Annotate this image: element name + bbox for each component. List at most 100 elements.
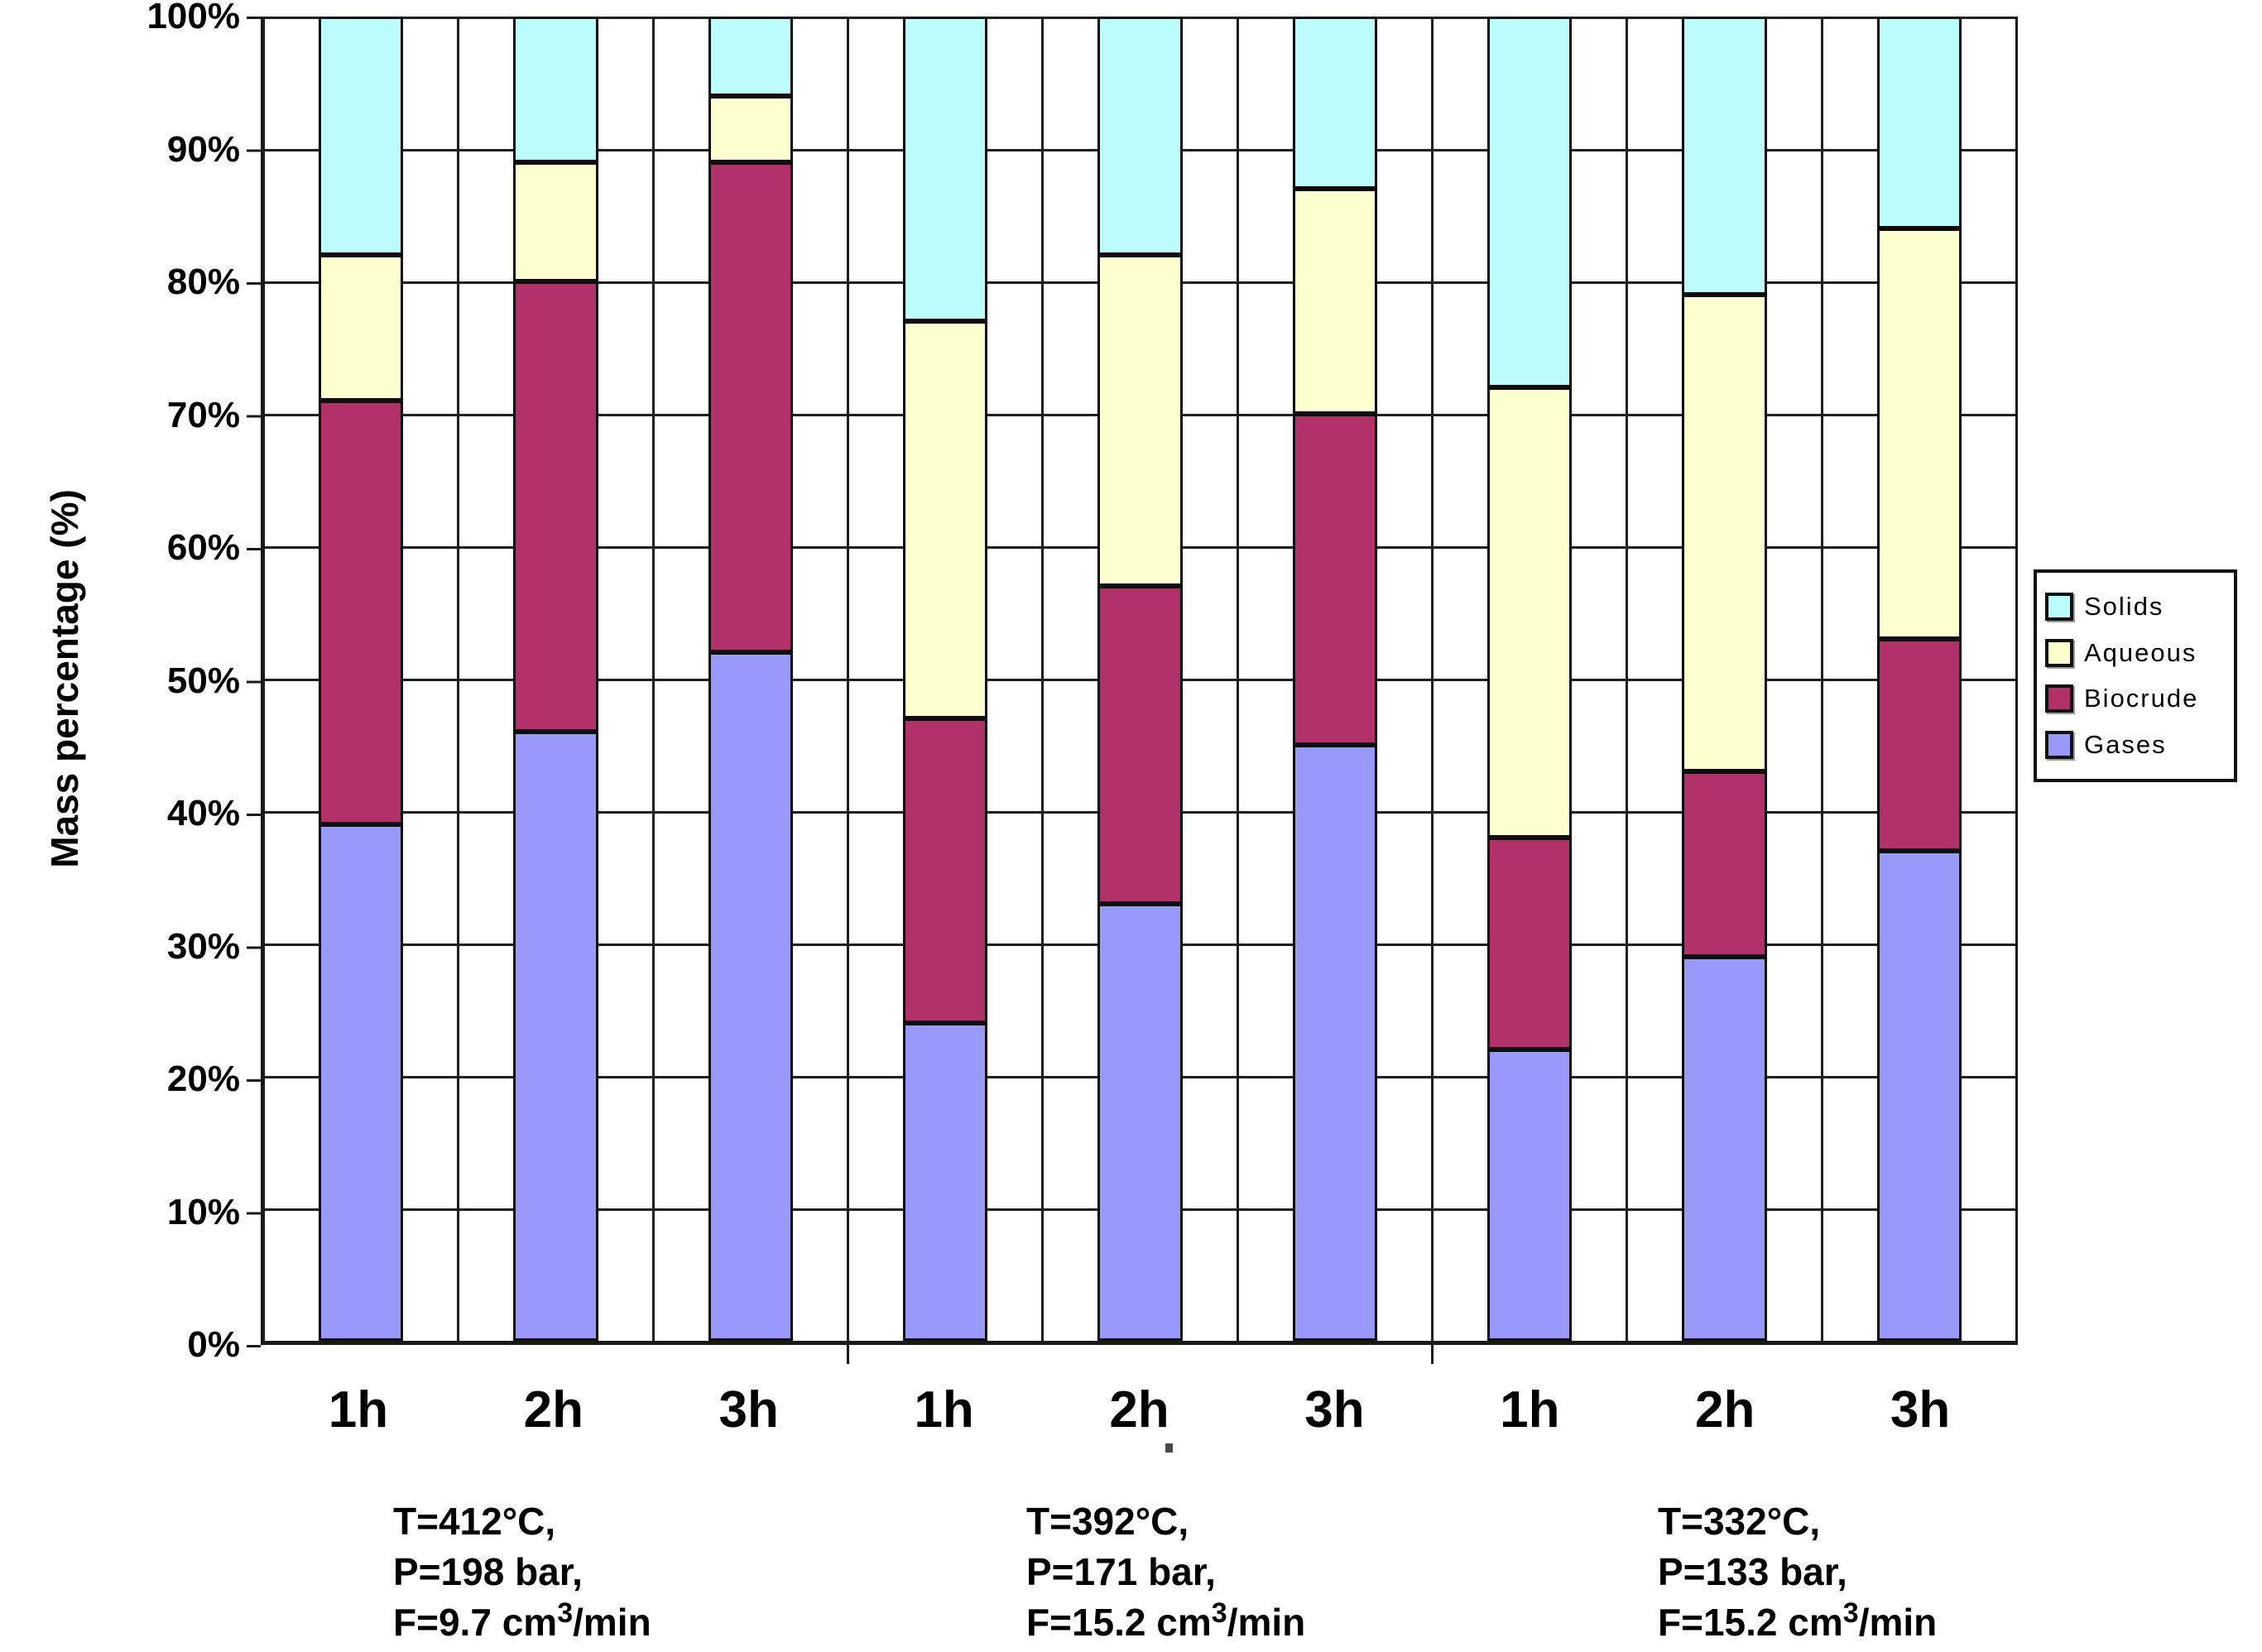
bar-segment-gases <box>1097 904 1183 1341</box>
legend-label: Gases <box>2084 729 2167 759</box>
bar-segment-aqueous <box>903 321 988 718</box>
stacked-bar <box>513 17 598 1341</box>
bar-segment-aqueous <box>1682 295 1767 771</box>
bar-segment-biocrude <box>1292 414 1377 745</box>
condition-pressure: P=133 bar, <box>1658 1550 1847 1593</box>
condition-temperature: T=412°C, <box>393 1500 556 1543</box>
flow-unit: /min <box>573 1601 651 1644</box>
condition-flow: F=15.2 cm3/min <box>1026 1597 1305 1652</box>
x-category-label: 3h <box>1890 1381 1951 1438</box>
x-category-label: 2h <box>1109 1381 1169 1438</box>
stacked-bar <box>1876 17 1962 1341</box>
x-category-label: 1h <box>1500 1381 1560 1438</box>
legend-item-solids: Solids <box>2045 592 2226 622</box>
plot-area <box>261 17 2018 1364</box>
stacked-bar <box>1682 17 1767 1341</box>
bar-segment-solids <box>708 17 793 96</box>
condition-temperature: T=332°C, <box>1658 1500 1821 1543</box>
bar-segment-aqueous <box>1487 387 1573 838</box>
y-tick-label: 40% <box>166 793 240 833</box>
bar-segment-biocrude <box>708 162 793 652</box>
legend-label: Solids <box>2084 592 2164 622</box>
stacked-bar <box>903 17 988 1341</box>
bar-segment-solids <box>1292 17 1377 189</box>
y-tick-label: 10% <box>166 1191 240 1232</box>
y-axis-tick-labels: 100% 90% 80% 70% 60% 50% 40% 30% 20% 10%… <box>50 0 240 1366</box>
bar-slot <box>1823 17 2015 1341</box>
bar-segment-aqueous <box>1097 255 1183 586</box>
bar-segment-gases <box>1487 1049 1573 1341</box>
bar-segment-solids <box>1487 17 1573 387</box>
x-category-label: 2h <box>1695 1381 1755 1438</box>
flow-unit: /min <box>1227 1601 1306 1644</box>
x-category-label: 3h <box>1304 1381 1365 1438</box>
y-tick-label: 80% <box>166 262 240 302</box>
bar-segment-solids <box>903 17 988 321</box>
bar-slot <box>1044 17 1239 1341</box>
stacked-bar <box>1487 17 1573 1341</box>
condition-flow: F=15.2 cm3/min <box>1658 1597 1937 1652</box>
flow-value: F=9.7 cm <box>393 1601 558 1644</box>
bar-segment-gases <box>1682 957 1767 1341</box>
condition-temperature: T=392°C, <box>1026 1500 1189 1543</box>
legend-item-gases: Gases <box>2045 730 2226 760</box>
bar-segment-gases <box>513 732 598 1341</box>
bar-segment-solids <box>513 17 598 162</box>
stacked-bar <box>708 17 793 1341</box>
bar-segment-solids <box>319 17 404 255</box>
bar-slot <box>459 17 655 1341</box>
bar-segment-biocrude <box>1682 771 1767 957</box>
x-category-label: 2h <box>523 1381 584 1438</box>
y-tick-label: 20% <box>166 1059 240 1099</box>
y-tick-label: 0% <box>187 1324 240 1365</box>
bar-slot <box>265 17 460 1341</box>
condition-flow: F=9.7 cm3/min <box>393 1597 651 1652</box>
bar-segment-gases <box>319 824 404 1341</box>
bar-segment-aqueous <box>708 96 793 162</box>
bar-slot <box>1239 17 1434 1364</box>
x-category-label: 1h <box>914 1381 974 1438</box>
group-boundary-tick <box>1430 1342 1434 1364</box>
bar-segment-solids <box>1876 17 1962 228</box>
bar-segment-aqueous <box>1876 228 1962 639</box>
bar-segment-solids <box>1682 17 1767 295</box>
bar-segment-biocrude <box>903 718 988 1023</box>
bar-segment-gases <box>708 652 793 1341</box>
y-tick-label: 100% <box>146 0 240 36</box>
condition-label-group-1: T=412°C, P=198 bar, F=9.7 cm3/min <box>393 1496 651 1652</box>
gases-swatch-icon <box>2045 730 2073 759</box>
y-tick-label: 70% <box>166 394 240 435</box>
group-boundary-tick <box>846 1342 849 1364</box>
bar-slot <box>1628 17 1823 1341</box>
condition-pressure: P=198 bar, <box>393 1550 583 1593</box>
condition-pressure: P=171 bar, <box>1026 1550 1216 1593</box>
biocrude-swatch-icon <box>2045 684 2073 713</box>
stacked-bar <box>1097 17 1183 1341</box>
bar-slot <box>1434 17 1629 1341</box>
superscript-3: 3 <box>1211 1597 1227 1629</box>
flow-unit: /min <box>1858 1601 1938 1644</box>
stray-period-artifact <box>1165 1443 1173 1453</box>
bar-slots <box>265 17 2015 1364</box>
flow-value: F=15.2 cm <box>1658 1601 1843 1644</box>
superscript-3: 3 <box>557 1597 574 1629</box>
bar-segment-biocrude <box>1097 586 1183 904</box>
flow-value: F=15.2 cm <box>1026 1601 1212 1644</box>
y-axis-tick-marks <box>247 17 261 1349</box>
solids-swatch-icon <box>2045 593 2073 622</box>
aqueous-swatch-icon <box>2045 638 2073 667</box>
legend-item-biocrude: Biocrude <box>2045 684 2226 713</box>
y-tick-label: 30% <box>166 925 240 967</box>
x-category-label: 3h <box>718 1381 779 1438</box>
bar-segment-gases <box>1292 745 1377 1341</box>
bar-segment-gases <box>903 1023 988 1341</box>
bar-slot <box>655 17 849 1364</box>
legend-item-aqueous: Aqueous <box>2045 638 2226 668</box>
bar-segment-biocrude <box>1876 639 1962 851</box>
legend-label: Biocrude <box>2084 684 2199 713</box>
stacked-bar <box>319 17 404 1341</box>
bar-segment-solids <box>1097 17 1183 255</box>
bar-segment-aqueous <box>1292 189 1377 414</box>
stacked-bar <box>1292 17 1377 1341</box>
x-category-label: 1h <box>328 1381 389 1438</box>
